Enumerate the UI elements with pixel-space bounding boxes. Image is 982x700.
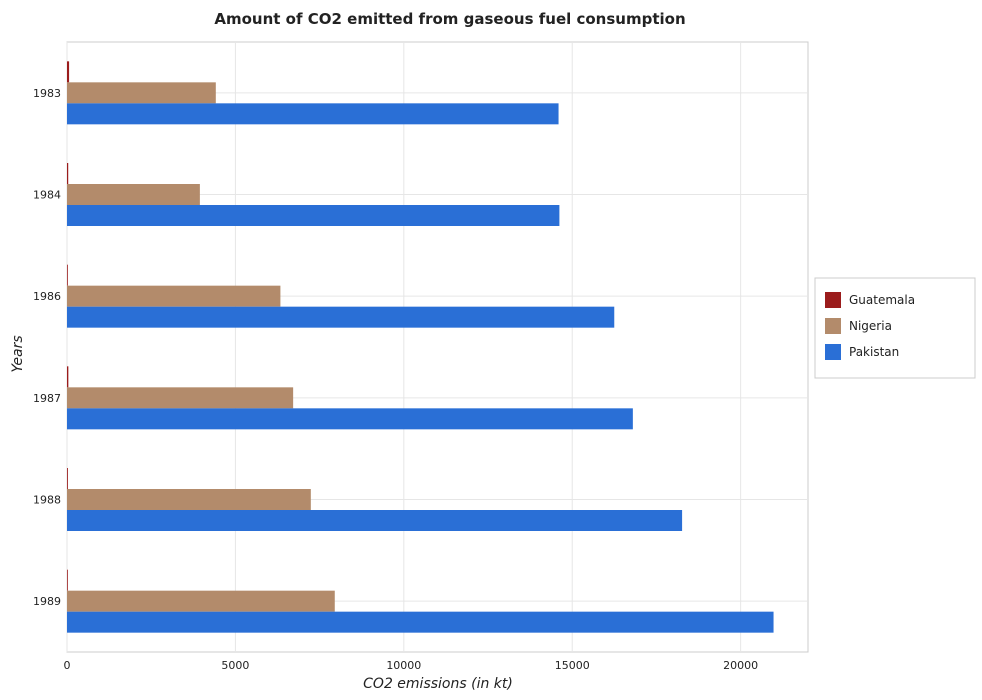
y-axis-label: Years xyxy=(10,335,26,372)
bar-nigeria-1988 xyxy=(67,489,311,510)
y-tick-label: 1983 xyxy=(33,87,61,100)
bar-nigeria-1984 xyxy=(67,184,200,205)
bar-nigeria-1987 xyxy=(67,387,294,409)
bar-guatemala-1983 xyxy=(67,61,70,83)
chart-title: Amount of CO2 emitted from gaseous fuel … xyxy=(214,10,685,28)
bar-guatemala-1988 xyxy=(67,468,68,489)
legend-label-nigeria: Nigeria xyxy=(849,319,892,333)
bar-guatemala-1986 xyxy=(67,264,68,286)
plot-area xyxy=(66,41,809,653)
bar-pakistan-1987 xyxy=(67,408,633,430)
x-tick-label: 0 xyxy=(64,659,71,672)
legend-label-guatemala: Guatemala xyxy=(849,293,915,307)
legend-swatch-guatemala xyxy=(825,292,841,308)
bars xyxy=(67,61,774,633)
bar-guatemala-1984 xyxy=(67,163,69,184)
y-tick-labels: 1983 1984 1986 1987 1988 1989 xyxy=(33,87,61,608)
x-tick-label: 20000 xyxy=(723,659,758,672)
legend-label-pakistan: Pakistan xyxy=(849,345,899,359)
y-tick-label: 1989 xyxy=(33,595,61,608)
bar-pakistan-1984 xyxy=(67,205,560,226)
bar-nigeria-1989 xyxy=(67,590,335,612)
x-tick-label: 15000 xyxy=(555,659,590,672)
x-tick-labels: 0 5000 10000 15000 20000 xyxy=(64,659,759,672)
x-axis-label: CO2 emissions (in kt) xyxy=(363,676,513,692)
legend: Guatemala Nigeria Pakistan xyxy=(814,277,976,379)
y-tick-label: 1984 xyxy=(33,189,61,202)
y-tick-label: 1986 xyxy=(33,290,61,303)
x-tick-label: 10000 xyxy=(386,659,421,672)
plot-frame xyxy=(66,41,809,653)
bar-guatemala-1989 xyxy=(67,569,68,591)
legend-swatch-nigeria xyxy=(825,318,841,334)
bar-nigeria-1986 xyxy=(67,285,281,307)
bar-nigeria-1983 xyxy=(67,82,216,104)
legend-swatch-pakistan xyxy=(825,344,841,360)
y-tick-label: 1988 xyxy=(33,494,61,507)
bar-guatemala-1987 xyxy=(67,366,69,388)
bar-pakistan-1989 xyxy=(67,611,774,633)
y-tick-label: 1987 xyxy=(33,392,61,405)
x-tick-label: 5000 xyxy=(221,659,249,672)
bar-pakistan-1983 xyxy=(67,103,559,125)
bar-pakistan-1988 xyxy=(67,510,683,531)
legend-box xyxy=(814,277,976,379)
bar-pakistan-1986 xyxy=(67,306,615,328)
